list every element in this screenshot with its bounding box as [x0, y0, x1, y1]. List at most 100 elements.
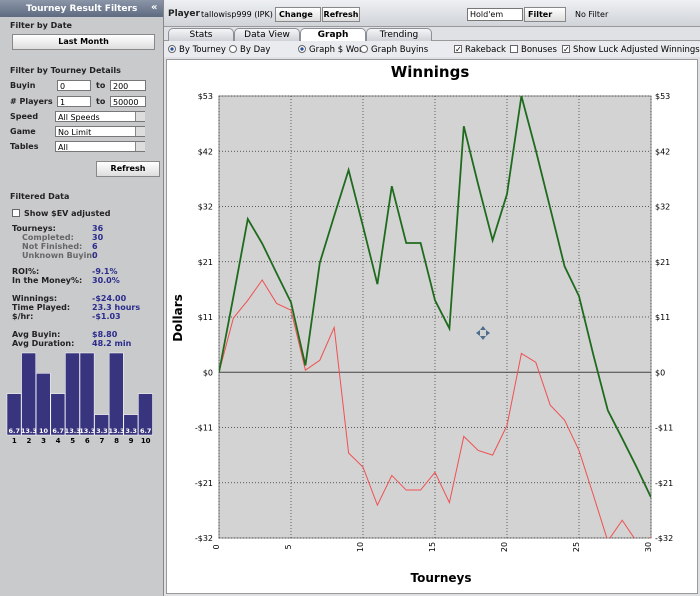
- stat-value: 48.2 min: [92, 339, 132, 348]
- radio[interactable]: [298, 45, 306, 53]
- stat-value: 6: [92, 242, 98, 251]
- x-tick-label: 20: [500, 542, 509, 552]
- bar: [94, 414, 109, 436]
- checkbox[interactable]: [510, 45, 518, 53]
- x-tick-label: 15: [428, 542, 437, 552]
- radio-label: By Day: [240, 45, 271, 55]
- x-tick-label: 10: [356, 542, 365, 552]
- select-arrow: [135, 112, 145, 121]
- filter-label: Speed: [10, 112, 39, 121]
- chart-title: Winnings: [391, 63, 470, 81]
- checkbox-label: Bonuses: [521, 45, 557, 55]
- x-tick-label: 5: [284, 544, 293, 549]
- bar: [35, 373, 51, 436]
- x-tick-label: 0: [212, 544, 221, 549]
- max-input[interactable]: 50000: [110, 96, 146, 107]
- stat-label: Not Finished:: [22, 242, 83, 251]
- y-tick-label: -$32: [655, 534, 673, 543]
- y-tick-label: $32: [655, 203, 670, 212]
- stat-label: Time Played:: [12, 303, 71, 312]
- bar: [138, 393, 153, 436]
- x-tick-label: 2: [26, 437, 31, 445]
- stat-label: Unknown Buyin:: [22, 251, 96, 260]
- check-mark: ✓: [455, 45, 462, 54]
- bar: [123, 414, 139, 436]
- collapse-button[interactable]: «: [151, 2, 158, 13]
- y-tick-label: $0: [655, 368, 665, 377]
- stat-value: 0: [92, 251, 98, 260]
- tab[interactable]: Graph: [300, 28, 366, 41]
- y-tick-label: $21: [198, 258, 213, 267]
- filter-panel: Tourney Result Filters « Filter by Date …: [0, 0, 164, 596]
- stat-label: Winnings:: [12, 294, 58, 303]
- x-tick-label: 25: [572, 542, 581, 552]
- max-input[interactable]: 200: [110, 80, 146, 91]
- stat-value: -9.1%: [92, 267, 118, 276]
- bar: [6, 393, 22, 436]
- cursor-arrow: [480, 336, 486, 340]
- checkbox[interactable]: [454, 45, 462, 53]
- refresh-button[interactable]: Refresh: [322, 7, 360, 22]
- y-tick-label: $42: [198, 147, 213, 156]
- x-tick-label: 9: [129, 437, 134, 445]
- bar-label: 13.3: [108, 427, 124, 435]
- min-input[interactable]: 1: [57, 96, 91, 107]
- radio[interactable]: [229, 45, 237, 53]
- change-dropdown[interactable]: Change: [275, 7, 321, 22]
- x-tick-label: 8: [114, 437, 119, 445]
- bar: [108, 352, 124, 436]
- bar: [50, 393, 66, 436]
- stat-label: In the Money%:: [12, 276, 83, 285]
- y-tick-label: $0: [203, 368, 213, 377]
- y-tick-label: $42: [655, 147, 670, 156]
- select-box[interactable]: No Limit: [55, 126, 145, 137]
- game-dropdown[interactable]: Hold'em: [467, 8, 523, 21]
- radio-label: Graph $ Won: [309, 45, 365, 55]
- x-tick-label: 30: [644, 542, 653, 552]
- y-tick-label: -$11: [195, 424, 213, 433]
- radio[interactable]: [360, 45, 368, 53]
- move-cursor-icon: [476, 326, 490, 340]
- min-input[interactable]: 0: [57, 80, 91, 91]
- check-mark: ✓: [563, 45, 570, 54]
- bar: [21, 352, 36, 436]
- select-box[interactable]: All: [55, 141, 145, 152]
- stat-value: 30: [92, 233, 104, 242]
- date-button[interactable]: Last Month: [12, 34, 155, 50]
- filter-dropdown[interactable]: Filter: [524, 7, 566, 22]
- bar-label: 6.7: [52, 427, 64, 435]
- tab[interactable]: Data View: [234, 28, 300, 41]
- range-sep: to: [96, 81, 106, 90]
- tab[interactable]: Trending: [366, 28, 432, 41]
- y-tick-label: -$21: [195, 479, 213, 488]
- toolbar: [164, 0, 700, 27]
- y-tick-label: $11: [655, 313, 670, 322]
- tab[interactable]: Stats: [168, 28, 234, 41]
- stat-value: 30.0%: [92, 276, 120, 285]
- x-tick-label: 3: [41, 437, 46, 445]
- stat-label: Avg Buyin:: [12, 330, 61, 339]
- checkbox-label: Rakeback: [465, 45, 506, 55]
- radio-label: By Tourney: [179, 45, 226, 55]
- select-box[interactable]: All Speeds: [55, 111, 145, 122]
- checkbox[interactable]: [12, 209, 20, 217]
- refresh-button[interactable]: Refresh: [96, 161, 160, 177]
- radio-label: Graph Buyins: [371, 45, 429, 55]
- stat-label: $/hr:: [12, 312, 34, 321]
- stat-value: -$1.03: [92, 312, 121, 321]
- radio[interactable]: [168, 45, 176, 53]
- x-tick-label: 4: [56, 437, 61, 445]
- cursor-arrow: [480, 326, 486, 330]
- checkbox[interactable]: [562, 45, 570, 53]
- stat-value: $8.80: [92, 330, 118, 339]
- filter-status: No Filter: [575, 10, 609, 19]
- x-tick-label: 10: [141, 437, 151, 445]
- x-tick-label: 6: [85, 437, 90, 445]
- y-tick-label: -$32: [195, 534, 213, 543]
- y-tick-label: $53: [655, 92, 670, 101]
- cursor-arrow: [476, 330, 480, 336]
- buyin-histogram: 6.7113.321036.7413.3513.363.3713.383.396…: [6, 352, 153, 445]
- bar-label: 13.3: [79, 427, 95, 435]
- bar-label: 10: [39, 427, 49, 435]
